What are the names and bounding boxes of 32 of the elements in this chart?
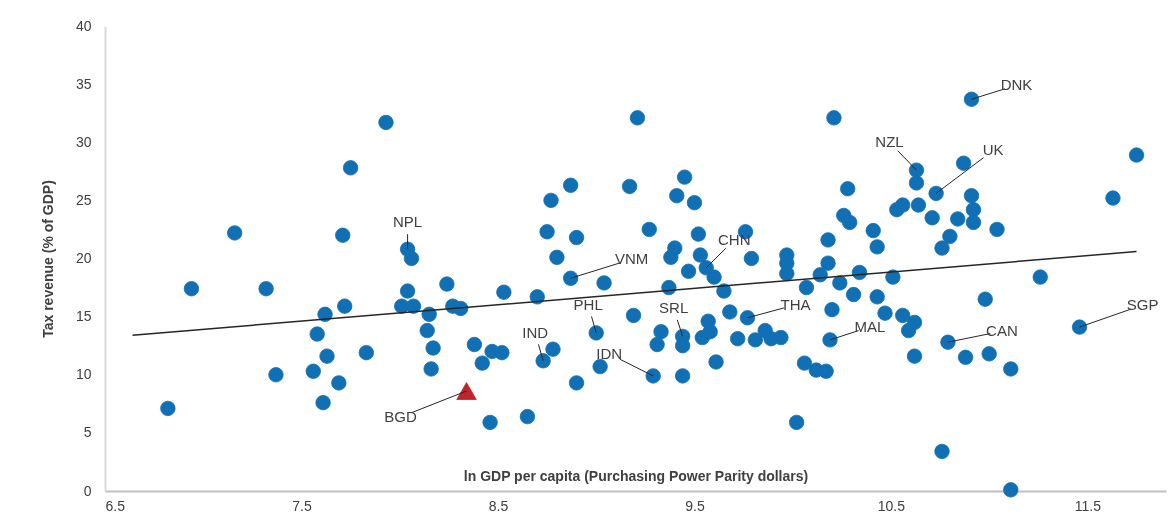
- y-tick-label: 30: [75, 133, 92, 150]
- annotation: NPL: [392, 213, 423, 231]
- y-tick-label: 5: [83, 424, 92, 441]
- annotation: IDN: [596, 344, 623, 362]
- y-tick-label: 0: [83, 482, 92, 499]
- x-tick-label: 10.5: [877, 497, 906, 514]
- annotation: NZL: [875, 133, 904, 151]
- annotation: UK: [982, 141, 1004, 159]
- y-tick-label: 10: [75, 366, 92, 383]
- annotation: THA: [780, 295, 811, 313]
- x-axis-title: ln GDP per capita (Purchasing Power Parity dollars): [463, 467, 809, 484]
- annotation: CAN: [986, 322, 1018, 340]
- annotation: SRL: [659, 299, 689, 317]
- annotation: DNK: [1000, 76, 1033, 94]
- y-tick-label: 25: [75, 191, 92, 208]
- y-tick-label: 15: [75, 308, 92, 325]
- x-tick-label: 6.5: [105, 497, 126, 514]
- annotation: PHL: [573, 295, 603, 313]
- y-tick-label: 35: [75, 75, 92, 92]
- x-tick-label: 7.5: [292, 497, 312, 514]
- annotation: SGP: [1126, 296, 1159, 314]
- annotation: CHN: [717, 230, 751, 248]
- y-axis-title: Tax revenue (% of GDP): [39, 180, 56, 338]
- x-tick-label: 9.5: [685, 497, 705, 514]
- x-tick-label: 8.5: [488, 497, 509, 514]
- annotation: VNM: [614, 250, 649, 268]
- x-tick-label: 11.5: [1074, 497, 1102, 514]
- y-tick-label: 40: [75, 17, 92, 34]
- annotation: BGD: [384, 408, 417, 426]
- annotation: IND: [522, 323, 549, 341]
- y-tick-label: 20: [75, 250, 92, 266]
- annotation: MAL: [854, 317, 886, 335]
